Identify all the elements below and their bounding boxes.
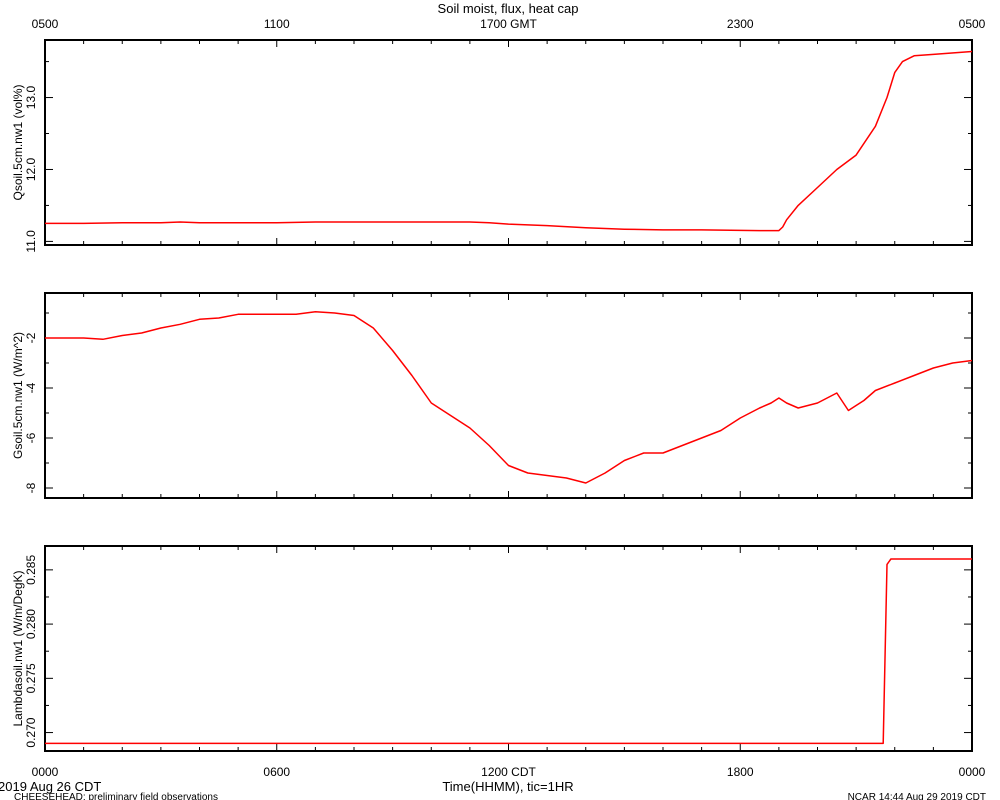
top-tick-label: 1100 bbox=[264, 17, 290, 31]
y-tick-label: 0.275 bbox=[24, 663, 38, 693]
y-axis-label: Gsoil.5cm.nw1 (W/m^2) bbox=[11, 332, 25, 459]
bottom-tick-label: 0000 bbox=[959, 765, 986, 779]
bottom-tick-label: 1200 CDT bbox=[481, 765, 536, 779]
series-line bbox=[45, 50, 973, 232]
y-tick-label: -4 bbox=[24, 382, 38, 393]
y-tick-label: 11.0 bbox=[24, 230, 38, 253]
bottom-tick-label: 0600 bbox=[263, 765, 290, 779]
series-line bbox=[45, 558, 972, 745]
series-line bbox=[45, 311, 973, 484]
y-tick-label: -8 bbox=[24, 482, 38, 493]
y-axis-label: Lambdasoil.nw1 (W/m/DegK) bbox=[11, 570, 25, 726]
bottom-tick-label: 0000 bbox=[32, 765, 59, 779]
x-axis-label: Time(HHMM), tic=1HR bbox=[442, 779, 573, 794]
project-note: CHEESEHEAD: preliminary field observatio… bbox=[14, 792, 218, 800]
top-tick-label: 0500 bbox=[959, 17, 986, 31]
y-axis-label: Qsoil.5cm.nw1 (vol%) bbox=[11, 84, 25, 200]
chart-title: Soil moist, flux, heat cap bbox=[438, 1, 579, 16]
panel-frame bbox=[44, 545, 973, 752]
y-tick-label: 13.0 bbox=[24, 86, 38, 110]
top-tick-label: 1700 GMT bbox=[480, 17, 537, 31]
y-tick-label: 0.285 bbox=[24, 555, 38, 585]
top-tick-label: 2300 bbox=[727, 17, 754, 31]
panel-frame bbox=[44, 39, 973, 246]
start-date-label: 2019 Aug 26 CDT bbox=[0, 779, 101, 794]
generated-timestamp: NCAR 14:44 Aug 29 2019 CDT bbox=[848, 792, 986, 800]
bottom-tick-label: 1800 bbox=[727, 765, 754, 779]
y-tick-label: -2 bbox=[24, 332, 38, 343]
y-tick-label: 0.270 bbox=[24, 717, 38, 747]
y-tick-label: -6 bbox=[24, 432, 38, 443]
y-tick-label: 12.0 bbox=[24, 157, 38, 181]
y-tick-label: 0.280 bbox=[24, 609, 38, 639]
top-tick-label: 0500 bbox=[32, 17, 59, 31]
